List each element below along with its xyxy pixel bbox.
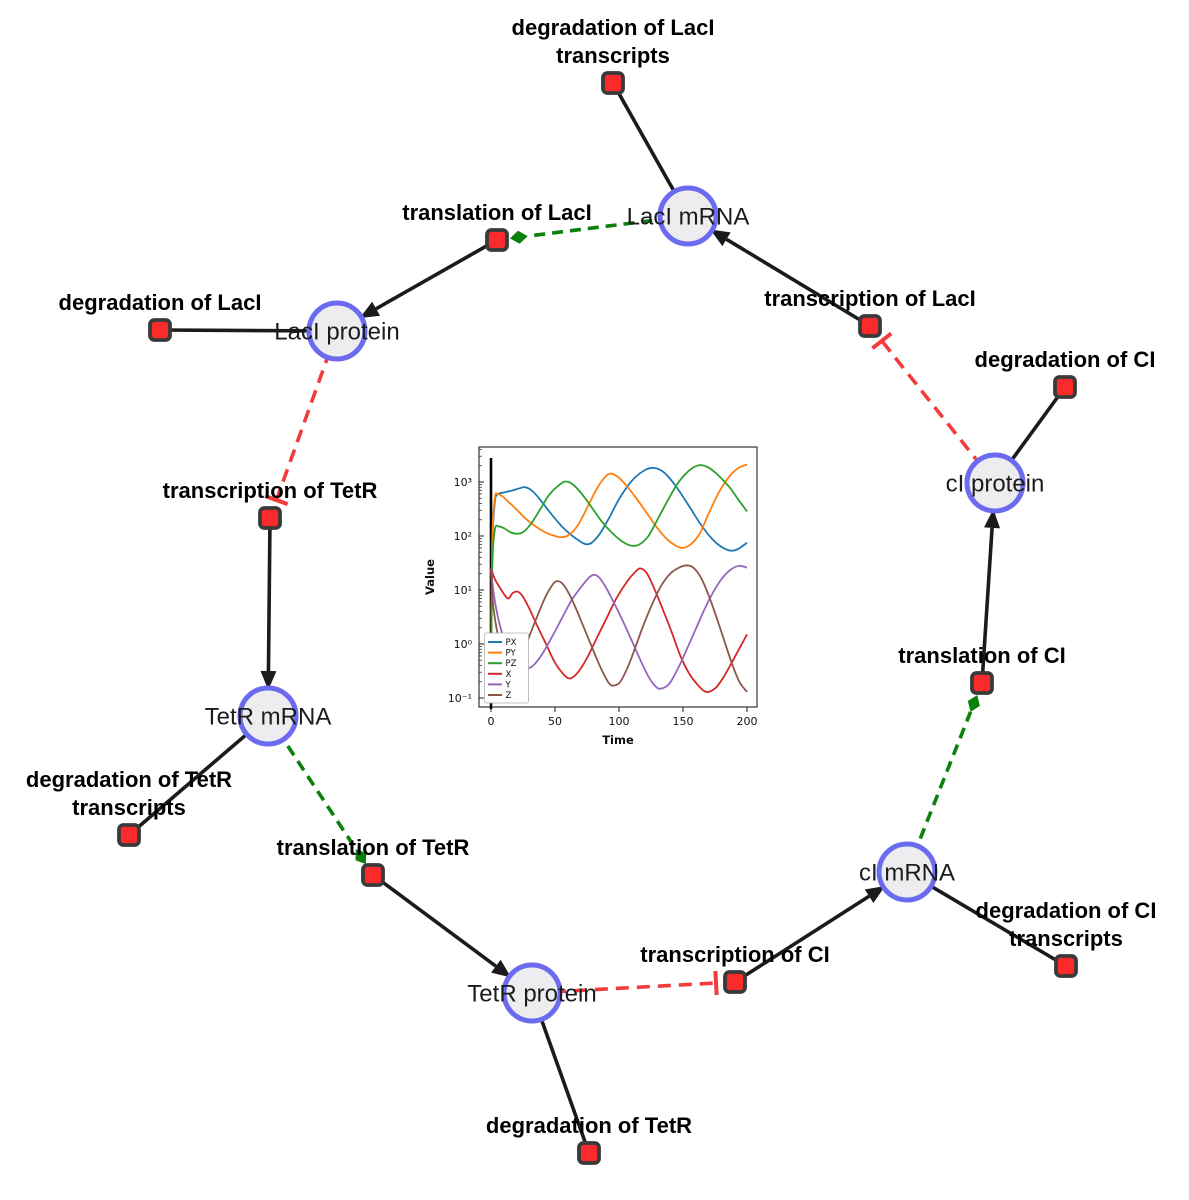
y-axis-label: Value xyxy=(423,559,437,595)
edge-translation-of-laci-to-laci-protein xyxy=(375,238,498,311)
edge-translation-of-ci-to-ci-protein-arrowhead xyxy=(984,508,1001,529)
species-node-ci-protein[interactable] xyxy=(964,452,1026,514)
labels-layer: LacI mRNA LacI protein TetR mRNA TetR prote… xyxy=(26,15,1157,1138)
species-label-laci-protein: LacI protein xyxy=(274,319,399,346)
edge-translation-of-ci-to-ci-protein xyxy=(980,527,994,684)
x-axis-label: Time xyxy=(602,733,634,747)
reaction-node-translation-of-tetr[interactable] xyxy=(361,863,385,887)
reaction-label-degradation-of-tetr-line0: degradation of TetR xyxy=(486,1113,692,1138)
legend-label-PZ: PZ xyxy=(506,659,517,669)
reaction-label-degradation-of-laci-line0: degradation of LacI xyxy=(59,290,262,315)
legend-label-Z: Z xyxy=(506,691,512,701)
edge-transcription-of-laci-to-laci-mrna xyxy=(725,237,871,328)
edge-laci-mrna-to-translation-of-laci-diamond xyxy=(509,230,528,244)
series-X-line xyxy=(490,567,748,693)
reaction-label-degradation-of-tetr-transcripts-line1: transcripts xyxy=(72,795,186,820)
reaction-label-degradation-of-laci-transcripts-line1: transcripts xyxy=(556,43,670,68)
reaction-node-degradation-of-tetr-transcripts[interactable] xyxy=(117,823,141,847)
edge-markers-layer xyxy=(260,229,1001,996)
species-node-laci-mrna[interactable] xyxy=(657,185,719,247)
x-tick-label: 200 xyxy=(737,715,758,728)
reaction-label-degradation-of-ci-transcripts-line0: degradation of CI xyxy=(976,898,1157,923)
reaction-node-transcription-of-ci[interactable] xyxy=(723,970,747,994)
reaction-node-degradation-of-laci-transcripts[interactable] xyxy=(601,71,625,95)
reaction-node-degradation-of-tetr[interactable] xyxy=(577,1141,601,1165)
reaction-label-transcription-of-laci-line0: transcription of LacI xyxy=(764,286,975,311)
reaction-label-degradation-of-laci-transcripts-line0: degradation of LacI xyxy=(512,15,715,40)
x-tick-label: 0 xyxy=(488,715,495,728)
species-label-laci-mrna: LacI mRNA xyxy=(627,204,750,231)
reaction-node-degradation-of-ci-transcripts[interactable] xyxy=(1054,954,1078,978)
edge-transcription-of-ci-to-ci-mrna xyxy=(734,894,871,984)
reaction-label-translation-of-ci-line0: translation of CI xyxy=(898,643,1065,668)
edge-laci-protein-to-transcription-of-tetr-tee xyxy=(264,494,289,507)
edge-ci-mrna-to-translation-of-ci-diamond xyxy=(967,695,980,712)
reaction-label-transcription-of-tetr-line0: transcription of TetR xyxy=(163,478,378,503)
edge-transcription-of-tetr-to-tetr-mrna-arrowhead xyxy=(260,670,277,691)
legend-label-X: X xyxy=(506,670,512,680)
series-PZ-line xyxy=(490,464,748,689)
species-node-tetr-mrna[interactable] xyxy=(237,685,299,747)
y-tick-label: 10³ xyxy=(454,476,472,489)
edge-transcription-of-laci-to-laci-mrna-arrowhead xyxy=(710,229,731,247)
x-tick-label: 50 xyxy=(548,715,562,728)
reaction-node-translation-of-ci[interactable] xyxy=(970,671,994,695)
species-label-ci-protein: cI protein xyxy=(946,471,1045,498)
legend-label-Y: Y xyxy=(505,680,512,690)
y-tick-label: 10⁰ xyxy=(454,638,473,651)
nodes-layer xyxy=(117,71,1078,1165)
legend-label-PX: PX xyxy=(506,638,517,648)
edge-tetr-protein-to-transcription-of-ci-tee xyxy=(713,970,719,996)
x-tick-label: 150 xyxy=(673,715,694,728)
species-node-tetr-protein[interactable] xyxy=(501,962,563,1024)
x-tick-label: 100 xyxy=(609,715,630,728)
species-label-tetr-mrna: TetR mRNA xyxy=(205,704,332,731)
reaction-label-transcription-of-ci-line0: transcription of CI xyxy=(640,942,829,967)
edge-ci-protein-to-transcription-of-laci-tee xyxy=(871,331,893,350)
species-label-ci-mrna: cI mRNA xyxy=(859,860,955,887)
reaction-label-degradation-of-ci-line0: degradation of CI xyxy=(975,347,1156,372)
series-PX-line xyxy=(490,466,748,689)
reaction-node-translation-of-laci[interactable] xyxy=(485,228,509,252)
edge-translation-of-tetr-to-tetr-protein xyxy=(371,873,497,968)
legend-label-PY: PY xyxy=(506,649,517,659)
edge-transcription-of-tetr-to-tetr-mrna xyxy=(266,517,272,672)
reaction-node-degradation-of-laci[interactable] xyxy=(148,318,172,342)
reaction-label-translation-of-tetr-line0: translation of TetR xyxy=(277,835,470,860)
reaction-node-transcription-of-tetr[interactable] xyxy=(258,506,282,530)
reaction-label-degradation-of-tetr-transcripts-line0: degradation of TetR xyxy=(26,767,232,792)
series-PY-line xyxy=(490,463,748,689)
edge-transcription-of-ci-to-ci-mrna-arrowhead xyxy=(864,886,886,903)
species-label-tetr-protein: TetR protein xyxy=(467,981,596,1008)
edge-tetr-mrna-to-translation-of-tetr-diamond xyxy=(355,849,367,865)
edge-translation-of-tetr-to-tetr-protein-arrowhead xyxy=(491,959,512,978)
y-tick-label: 10² xyxy=(454,530,472,543)
plot-legend xyxy=(484,632,529,704)
edge-tetr-protein-to-transcription-of-ci xyxy=(531,981,717,995)
edge-translation-of-laci-to-laci-protein-arrowhead xyxy=(359,301,381,319)
reaction-node-degradation-of-ci[interactable] xyxy=(1053,375,1077,399)
reaction-node-transcription-of-laci[interactable] xyxy=(858,314,882,338)
species-node-laci-protein[interactable] xyxy=(306,300,368,362)
species-node-ci-mrna[interactable] xyxy=(876,841,938,903)
reaction-label-degradation-of-ci-transcripts-line1: transcripts xyxy=(1009,926,1123,951)
y-tick-label: 10¹ xyxy=(454,584,472,597)
y-tick-label: 10⁻¹ xyxy=(448,692,472,705)
edge-ci-mrna-to-degradation-of-ci-transcripts xyxy=(906,870,1067,968)
reaction-label-translation-of-laci-line0: translation of LacI xyxy=(402,200,591,225)
